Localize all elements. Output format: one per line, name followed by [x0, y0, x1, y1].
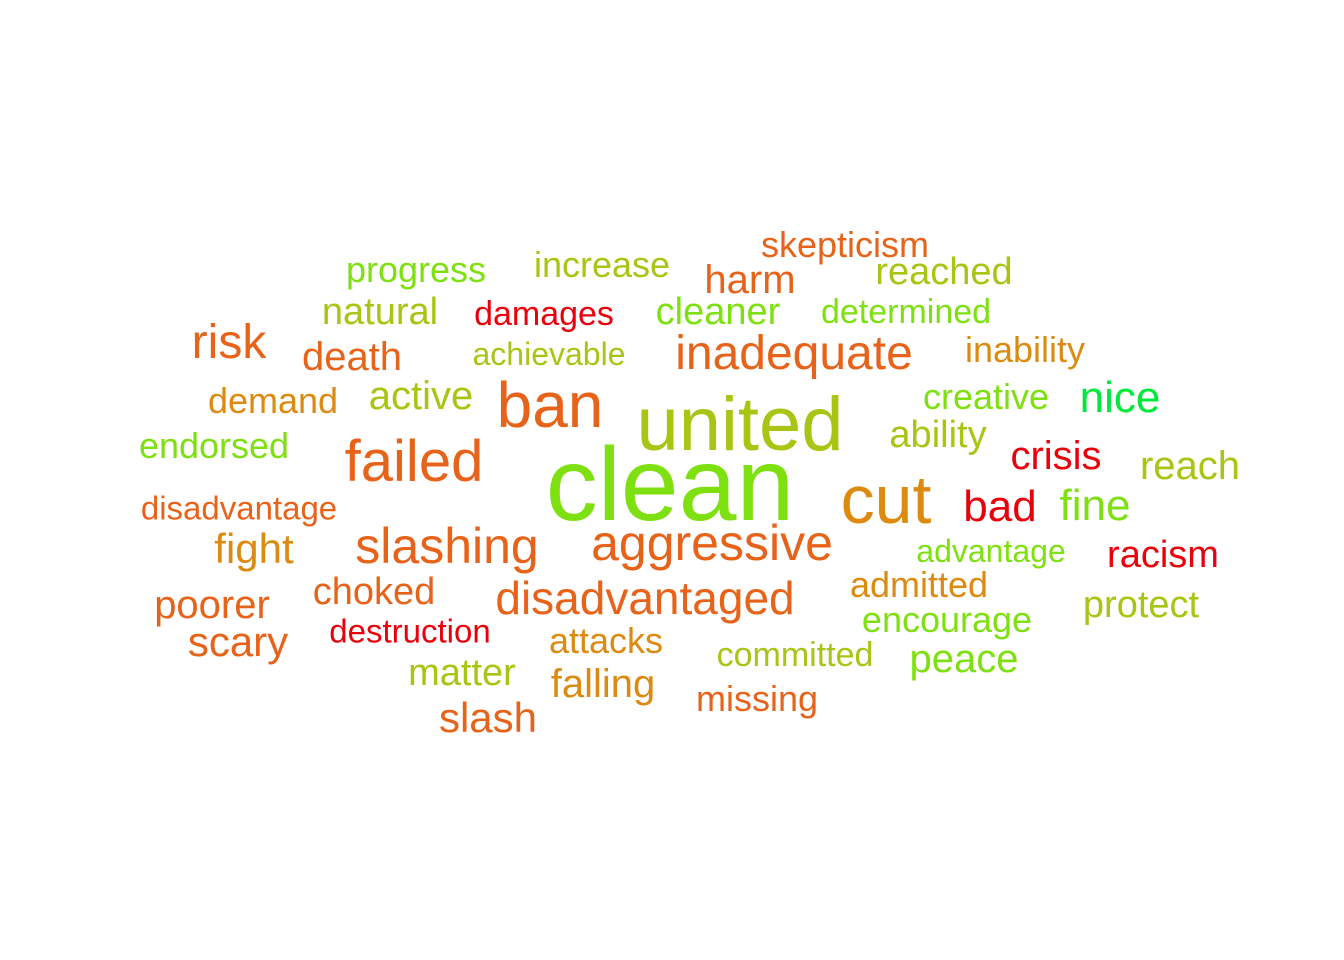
- word-achievable: achievable: [472, 336, 626, 372]
- word-slash: slash: [438, 694, 538, 741]
- word-advantage: advantage: [916, 533, 1066, 569]
- word-encourage: encourage: [861, 599, 1033, 640]
- word-failed: failed: [344, 429, 484, 494]
- word-cleaner: cleaner: [655, 291, 781, 333]
- word-risk: risk: [191, 316, 267, 369]
- word-skepticism: skepticism: [760, 224, 930, 265]
- word-progress: progress: [345, 249, 487, 290]
- word-reach: reach: [1139, 444, 1241, 488]
- word-attacks: attacks: [548, 620, 664, 661]
- word-ability: ability: [889, 414, 987, 456]
- word-inability: inability: [964, 329, 1086, 370]
- word-slashing: slashing: [355, 518, 539, 574]
- word-destruction: destruction: [329, 612, 491, 650]
- word-death: death: [301, 335, 403, 379]
- word-creative: creative: [922, 376, 1050, 417]
- word-choked: choked: [312, 571, 436, 613]
- word-committed: committed: [716, 636, 874, 674]
- word-ban: ban: [496, 369, 604, 441]
- word-increase: increase: [533, 244, 671, 285]
- word-harm: harm: [704, 258, 796, 302]
- word-protect: protect: [1082, 584, 1200, 626]
- word-falling: falling: [550, 662, 656, 706]
- word-nice: nice: [1079, 373, 1161, 422]
- word-cut: cut: [840, 462, 932, 538]
- word-natural: natural: [321, 291, 439, 333]
- word-reached: reached: [875, 251, 1013, 293]
- word-active: active: [368, 374, 474, 418]
- word-poorer: poorer: [154, 583, 270, 627]
- word-bad: bad: [963, 482, 1037, 531]
- word-missing: missing: [695, 678, 819, 719]
- word-inadequate: inadequate: [675, 327, 913, 380]
- word-determined: determined: [820, 293, 992, 331]
- word-disadvantaged: disadvantaged: [495, 572, 795, 624]
- word-disadvantage: disadvantage: [140, 489, 338, 527]
- word-scary: scary: [187, 618, 289, 665]
- word-clean: clean: [545, 427, 795, 543]
- word-aggressive: aggressive: [591, 515, 833, 571]
- word-matter: matter: [408, 652, 516, 694]
- word-fight: fight: [214, 525, 294, 572]
- word-fine: fine: [1059, 481, 1131, 530]
- word-demand: demand: [207, 380, 339, 421]
- word-endorsed: endorsed: [138, 425, 290, 466]
- word-crisis: crisis: [1010, 434, 1102, 478]
- word-damages: damages: [474, 295, 614, 333]
- word-peace: peace: [909, 637, 1019, 681]
- word-admitted: admitted: [849, 564, 989, 605]
- word-united: united: [636, 382, 844, 467]
- word-racism: racism: [1107, 534, 1219, 576]
